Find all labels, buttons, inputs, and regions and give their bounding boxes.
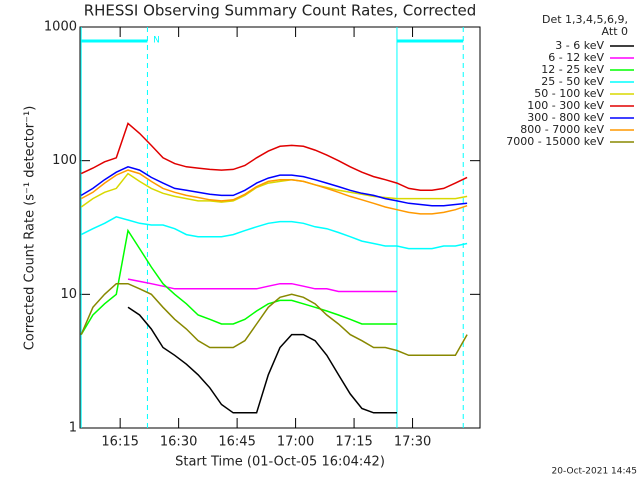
series-line (80, 282, 468, 357)
y-tick-label: 1000 (44, 20, 77, 35)
y-tick-label: 10 (60, 287, 77, 302)
legend-label: 7000 - 15000 keV (506, 135, 604, 148)
x-tick-label: 16:30 (160, 435, 197, 450)
series-line (80, 215, 468, 250)
x-tick-label: 17:15 (335, 435, 372, 450)
chart-title: RHESSI Observing Summary Count Rates, Co… (84, 2, 477, 20)
x-tick-label: 17:30 (394, 435, 431, 450)
legend-header: Det 1,3,4,5,6,9, (542, 13, 628, 26)
legend-label: 100 - 300 keV (527, 99, 604, 112)
series-line (80, 172, 468, 208)
series-line (80, 166, 468, 207)
plot-frame (79, 26, 481, 429)
y-tick-label: 1 (69, 421, 77, 436)
legend-header: Att 0 (602, 25, 628, 38)
legend-label: 25 - 50 keV (541, 75, 604, 88)
y-tick-label: 100 (52, 153, 77, 168)
legend-label: 6 - 12 keV (548, 51, 604, 64)
legend-label: 12 - 25 keV (541, 63, 604, 76)
x-tick-label: 16:45 (218, 435, 255, 450)
series-line (80, 169, 468, 215)
series-line (127, 306, 397, 414)
legend-label: 800 - 7000 keV (520, 123, 604, 136)
series-line (80, 122, 468, 192)
y-axis-label: Corrected Count Rate (s⁻¹ detector⁻¹) (23, 106, 38, 351)
x-axis-label: Start Time (01-Oct-05 16:04:42) (175, 455, 385, 470)
legend-label: 300 - 800 keV (527, 111, 604, 124)
legend-label: 50 - 100 keV (534, 87, 604, 100)
series-line (127, 278, 397, 293)
x-tick-label: 17:00 (277, 435, 314, 450)
x-tick-label: 16:15 (101, 435, 138, 450)
legend-label: 3 - 6 keV (555, 39, 604, 52)
timestamp: 20-Oct-2021 14:45 (552, 467, 637, 477)
flag-label: N (153, 36, 160, 46)
